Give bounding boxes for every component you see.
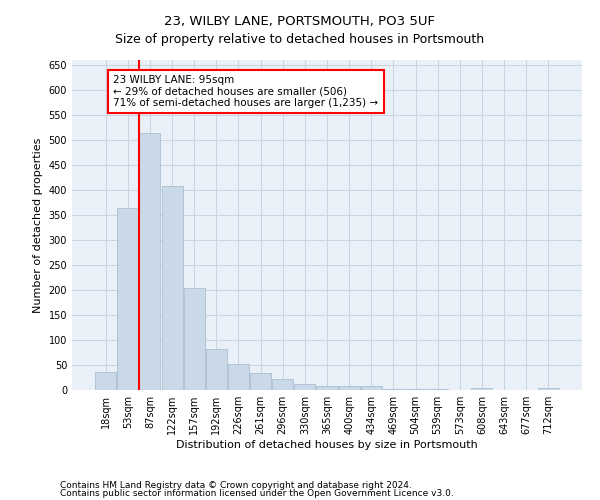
Text: Size of property relative to detached houses in Portsmouth: Size of property relative to detached ho… xyxy=(115,32,485,46)
Bar xyxy=(272,379,293,390)
Bar xyxy=(538,388,559,390)
Bar xyxy=(95,372,116,390)
Bar xyxy=(316,386,338,390)
Bar xyxy=(228,364,249,390)
Bar xyxy=(405,388,426,390)
Bar xyxy=(383,388,404,390)
Text: 23, WILBY LANE, PORTSMOUTH, PO3 5UF: 23, WILBY LANE, PORTSMOUTH, PO3 5UF xyxy=(164,15,436,28)
Text: Contains public sector information licensed under the Open Government Licence v3: Contains public sector information licen… xyxy=(60,489,454,498)
Bar xyxy=(338,386,359,390)
Bar xyxy=(139,132,160,390)
Y-axis label: Number of detached properties: Number of detached properties xyxy=(33,138,43,312)
Text: 23 WILBY LANE: 95sqm
← 29% of detached houses are smaller (506)
71% of semi-deta: 23 WILBY LANE: 95sqm ← 29% of detached h… xyxy=(113,75,379,108)
Bar xyxy=(161,186,182,390)
Bar xyxy=(427,388,448,390)
Bar xyxy=(184,288,205,390)
Bar xyxy=(118,208,139,390)
Bar xyxy=(361,386,382,390)
Bar xyxy=(250,372,271,390)
Bar xyxy=(206,348,227,390)
Bar xyxy=(472,388,493,390)
X-axis label: Distribution of detached houses by size in Portsmouth: Distribution of detached houses by size … xyxy=(176,440,478,450)
Bar xyxy=(295,384,316,390)
Text: Contains HM Land Registry data © Crown copyright and database right 2024.: Contains HM Land Registry data © Crown c… xyxy=(60,480,412,490)
